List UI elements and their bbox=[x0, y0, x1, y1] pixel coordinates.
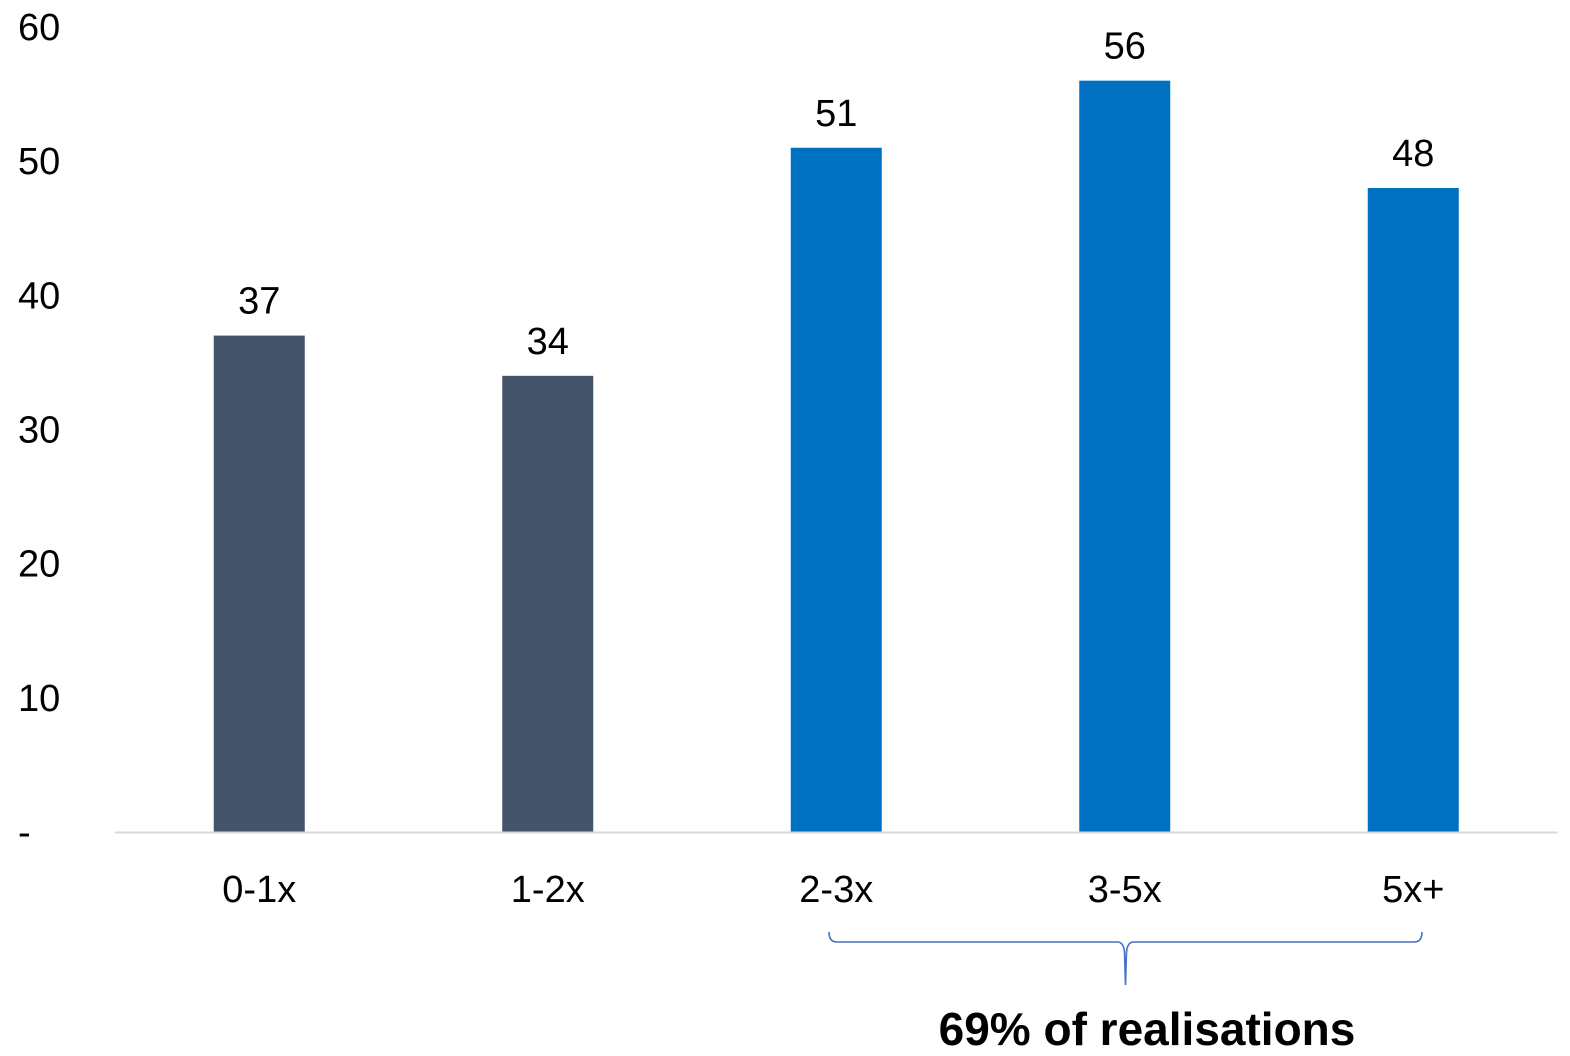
x-tick-label: 3-5x bbox=[1088, 869, 1162, 911]
y-tick-label: - bbox=[18, 812, 31, 854]
data-label: 51 bbox=[815, 93, 857, 135]
y-tick-label: 50 bbox=[18, 141, 60, 183]
annotation-bracket bbox=[828, 931, 1423, 986]
y-tick-label: 10 bbox=[18, 678, 60, 720]
annotation-text: 69% of realisations bbox=[939, 1003, 1356, 1055]
y-axis-ticks: - 10 20 30 40 50 60 bbox=[18, 7, 60, 854]
bars-group bbox=[213, 80, 1459, 832]
x-tick-label: 5x+ bbox=[1382, 869, 1444, 911]
y-tick-label: 20 bbox=[18, 544, 60, 586]
bar-5x+ bbox=[1367, 188, 1459, 832]
y-tick-label: 30 bbox=[18, 410, 60, 452]
bar-2-3x bbox=[790, 147, 882, 832]
data-label: 48 bbox=[1392, 133, 1434, 175]
data-label: 56 bbox=[1104, 26, 1146, 68]
x-tick-label: 2-3x bbox=[799, 869, 873, 911]
bar-1-2x bbox=[502, 375, 594, 832]
x-tick-label: 0-1x bbox=[222, 869, 296, 911]
data-label: 37 bbox=[238, 281, 280, 323]
category-labels-group: 0-1x 1-2x 2-3x 3-5x 5x+ bbox=[222, 869, 1444, 911]
value-labels-group: 37 34 51 56 48 bbox=[238, 26, 1434, 363]
bar-0-1x bbox=[213, 335, 305, 832]
y-tick-label: 60 bbox=[18, 7, 60, 49]
bar-3-5x bbox=[1079, 80, 1171, 832]
x-tick-label: 1-2x bbox=[511, 869, 585, 911]
y-tick-label: 40 bbox=[18, 275, 60, 317]
data-label: 34 bbox=[527, 321, 569, 363]
